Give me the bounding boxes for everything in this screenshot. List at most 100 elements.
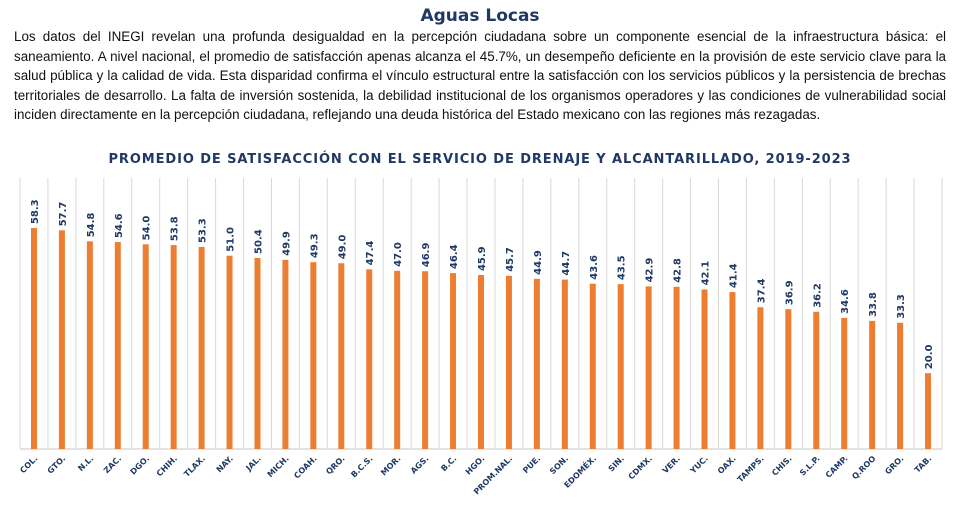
data-label: 47.0 [393,242,404,267]
data-label: 33.3 [896,294,907,319]
data-label: 37.4 [756,279,767,304]
data-label: 43.5 [617,255,628,280]
category-label: QRO. [324,454,346,476]
data-label: 54.6 [114,213,125,238]
category-label: CAMP. [824,454,850,480]
category-label: GTO. [46,454,68,476]
data-label: 46.9 [421,243,432,268]
data-label: 34.6 [840,289,851,314]
category-label: CHIS. [770,454,794,478]
category-label: AGS. [409,454,431,476]
data-label: 44.7 [561,251,572,276]
bar [785,309,792,449]
category-label: CHIH. [155,454,179,478]
bar [478,275,484,449]
bar [226,255,233,449]
bar [310,262,317,449]
category-label: S.L.P. [798,454,822,478]
bar [282,259,289,449]
category-label: CDMX. [627,454,654,481]
data-label: 57.7 [58,202,69,227]
data-label: 50.4 [253,229,264,254]
data-label: 49.3 [309,233,320,258]
bar [86,241,93,449]
data-label: 51.0 [226,227,237,252]
bar [533,278,540,449]
category-label: MICH. [266,454,291,479]
category-label: YUC. [688,454,710,476]
category-label: COAH. [292,454,318,480]
category-label: OAX. [716,454,738,476]
page-title: Aguas Locas [420,6,540,26]
bar [589,283,596,449]
data-label: 45.7 [505,247,516,272]
category-label: MOR. [379,454,402,477]
data-label: 43.6 [589,255,600,280]
category-label: HGO. [464,454,487,477]
data-label: 49.9 [281,231,292,256]
data-label: 58.3 [30,199,41,224]
bar [729,292,736,449]
data-label: 42.1 [701,261,712,286]
category-label: TAMPS. [736,454,766,484]
category-label: B.C.S. [349,454,374,479]
bar [142,244,149,449]
category-label: COL. [18,454,39,475]
data-label: 54.0 [142,216,153,241]
bar [198,246,205,449]
bar [561,279,568,449]
category-label: SIN. [607,454,626,473]
data-label: 54.8 [86,213,97,238]
category-label: GRO. [883,454,905,476]
data-label: 53.8 [170,216,181,241]
category-label: SON. [548,454,570,476]
data-label: 49.0 [337,235,348,260]
bar [114,242,121,449]
data-label: 36.9 [784,280,795,305]
data-label: 41.4 [728,263,739,288]
category-label: ZAC. [102,454,123,475]
data-label: 44.9 [533,250,544,275]
category-label: DGO. [129,454,152,477]
category-label: NAY. [215,454,235,474]
bar [58,230,65,449]
data-label: 42.9 [645,258,656,283]
category-label: TAB. [913,454,934,475]
category-label: PUE. [521,454,542,475]
bar [394,270,401,449]
category-label: VER. [661,454,682,475]
bar [254,257,261,449]
bar [617,284,624,449]
bar [338,263,345,449]
bar [897,322,904,449]
data-label: 20.0 [924,344,935,369]
bar [450,273,457,449]
bar [422,271,429,449]
bar [757,307,764,449]
bar [673,286,680,449]
bar [30,228,37,449]
bar [505,275,512,449]
bar [841,317,848,449]
data-label: 46.4 [449,244,460,269]
chart-title: PROMEDIO DE SATISFACCIÓN CON EL SERVICIO… [108,152,852,167]
data-label: 42.8 [673,258,684,283]
bar [701,289,708,449]
data-label: 45.9 [477,246,488,271]
category-label: N.L. [76,454,95,473]
bar [813,311,820,449]
bar [645,286,652,449]
category-label: Q.ROO [850,454,877,481]
data-label: 53.3 [198,218,209,243]
bar [869,320,876,449]
data-label: 33.8 [868,292,879,317]
data-label: 47.4 [365,241,376,266]
bar [170,245,177,449]
category-label: B.C. [439,454,458,473]
data-label: 36.2 [812,283,823,308]
bar [925,373,932,449]
category-label: JAL. [244,454,263,473]
intro-paragraph: Los datos del INEGI revelan una profunda… [14,29,946,123]
category-label: TLAX. [182,454,207,479]
